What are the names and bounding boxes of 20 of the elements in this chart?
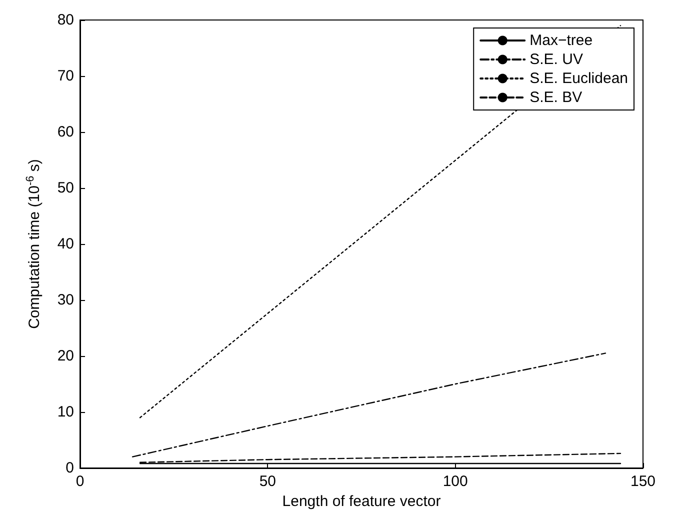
x-axis-title: Length of feature vector <box>282 492 441 510</box>
legend-label: Max−tree <box>530 32 593 49</box>
x-tick-label: 50 <box>259 473 276 490</box>
y-tick-label: 60 <box>57 124 74 140</box>
y-tick-label: 10 <box>57 404 74 420</box>
y-tick-label: 30 <box>57 292 74 308</box>
y-tick-label: 0 <box>66 460 74 476</box>
x-tick-label: 150 <box>630 473 656 490</box>
line-series <box>132 352 606 458</box>
y-tick-label: 40 <box>57 236 74 252</box>
y-tick-label: 20 <box>57 348 74 364</box>
y-tick-label: 70 <box>57 68 74 84</box>
x-tick-label: 0 <box>76 473 84 490</box>
y-axis-title: Computation time (10-6 s) <box>24 159 43 329</box>
y-tick-label: 50 <box>57 180 74 196</box>
y-tick-label: 80 <box>57 12 74 28</box>
legend-label: S.E. UV <box>530 51 583 68</box>
x-tick-label: 100 <box>442 473 468 490</box>
legend-label: S.E. Euclidean <box>530 70 628 87</box>
legend-label: S.E. BV <box>530 89 582 106</box>
